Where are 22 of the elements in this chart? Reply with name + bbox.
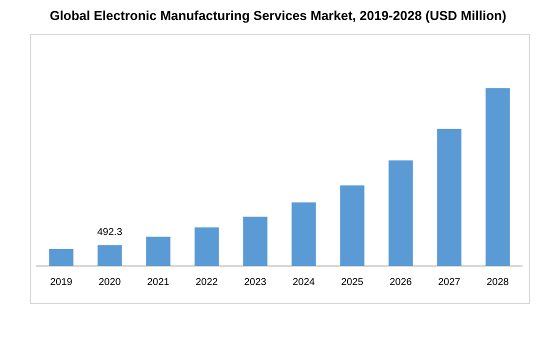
x-tick-label: 2024 [292,276,316,288]
bar [49,249,74,266]
x-tick-label: 2026 [390,276,412,288]
bar [388,160,413,266]
bar [292,202,316,266]
bar [340,185,364,266]
chart-title: Global Electronic Manufacturing Services Market, 2019-2028 (USD Million) [48,8,508,23]
x-tick-label: 2023 [244,276,267,288]
x-tick-label: 2028 [486,276,510,288]
bar [243,216,268,266]
x-tick-label: 2021 [147,276,170,288]
bar [194,227,219,266]
bar [437,128,462,266]
bar [146,236,170,266]
data-label: 492.3 [97,226,123,238]
x-tick-label: 2025 [341,276,364,288]
bar [98,245,122,266]
x-tick-label: 2019 [50,276,73,288]
x-tick-label: 2022 [196,276,218,288]
bar [486,88,510,266]
x-tick-label: 2027 [438,276,461,288]
x-tick-label: 2020 [98,276,122,288]
